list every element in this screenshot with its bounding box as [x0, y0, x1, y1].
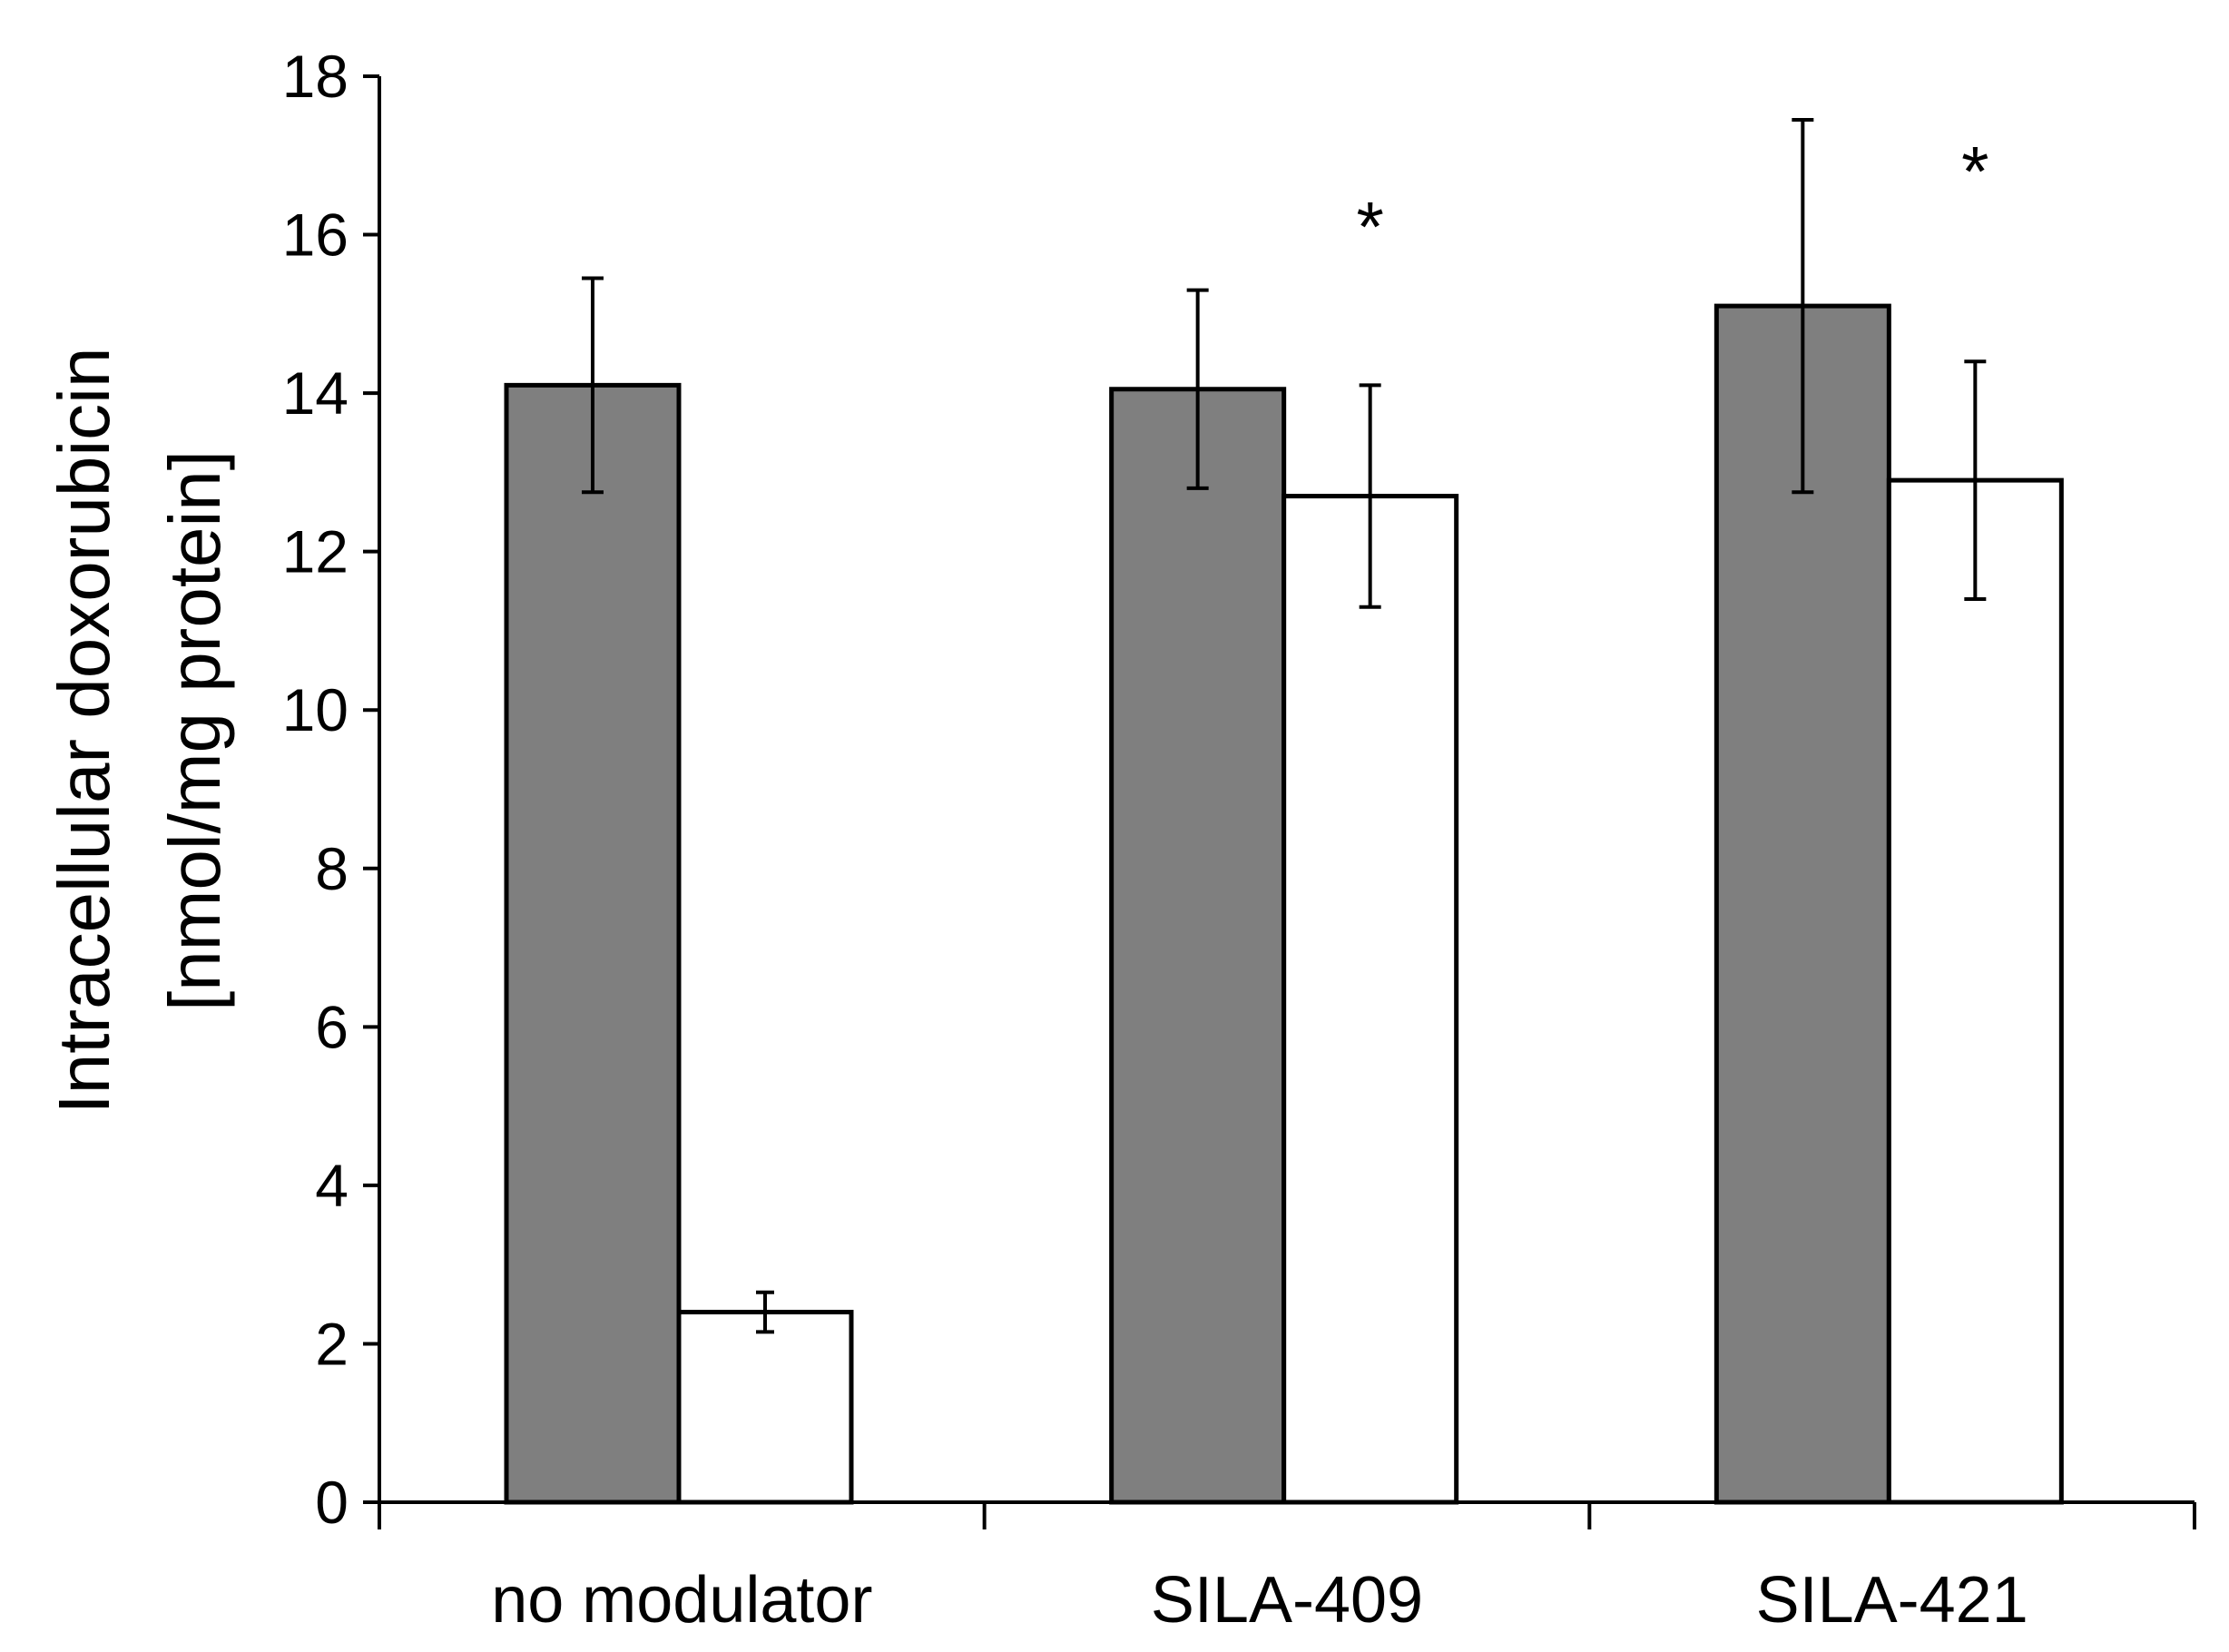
y-tick-label-8: 16 [282, 202, 349, 269]
x-tick-label-2: SILA-421 [1756, 1564, 2028, 1637]
y-tick-label-9: 18 [282, 43, 349, 110]
y-axis-title-line-1: Intracellular doxorubicin [44, 348, 124, 1115]
y-tick-label-4: 8 [315, 835, 349, 902]
significance-star-1: * [1961, 131, 1988, 211]
y-tick-label-5: 10 [282, 676, 349, 743]
y-axis-title: Intracellular doxorubicin [nmol/mg prote… [44, 348, 235, 1115]
y-tick-label-1: 2 [315, 1310, 349, 1377]
annotations-layer: ** [1356, 131, 1988, 266]
bar-2-0 [1713, 303, 1891, 1505]
y-tick-label-2: 4 [315, 1152, 349, 1219]
significance-star-0: * [1356, 186, 1383, 266]
x-tick-label-1: SILA-409 [1151, 1564, 1423, 1637]
y-tick-label-3: 6 [315, 993, 349, 1060]
y-axis: 0 2 4 6 8 10 12 14 16 18 [282, 43, 381, 1536]
x-tick-label-0: no modulator [491, 1564, 872, 1637]
y-axis-title-line-2: [nmol/mg protein] [154, 450, 235, 1011]
bar-0-1 [676, 1310, 854, 1505]
error-bars-layer [582, 118, 1987, 1334]
bar-1-0 [1109, 387, 1287, 1505]
x-axis: no modulator SILA-409 SILA-421 [378, 1500, 2196, 1637]
bar-0-0 [504, 382, 682, 1505]
bars-layer [504, 303, 2064, 1505]
y-tick-label-0: 0 [315, 1469, 349, 1536]
y-tick-label-7: 14 [282, 359, 349, 427]
bar-2-1 [1886, 477, 2064, 1505]
y-tick-label-6: 12 [282, 518, 349, 585]
bar-1-1 [1281, 494, 1459, 1505]
